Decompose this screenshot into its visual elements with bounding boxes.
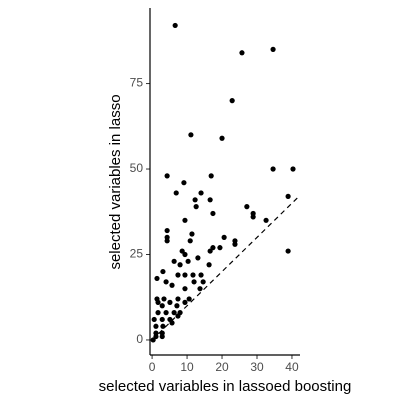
point xyxy=(206,262,212,268)
point xyxy=(155,310,161,316)
point xyxy=(207,197,213,203)
point xyxy=(188,132,194,138)
point xyxy=(182,286,188,292)
point xyxy=(151,316,157,323)
point xyxy=(164,238,170,244)
point xyxy=(163,279,169,285)
point xyxy=(182,299,188,305)
point xyxy=(181,180,187,186)
point xyxy=(270,166,276,172)
point xyxy=(160,323,166,329)
point xyxy=(175,313,181,319)
x-tick-label: 40 xyxy=(285,360,299,374)
point xyxy=(219,135,225,141)
point xyxy=(285,193,291,199)
point xyxy=(169,320,175,326)
x-tick-label: 0 xyxy=(149,360,156,374)
y-tick-label: 0 xyxy=(136,332,143,346)
point xyxy=(161,296,167,302)
point xyxy=(190,272,196,278)
y-tick-label: 50 xyxy=(130,161,144,175)
point xyxy=(159,333,165,340)
point xyxy=(198,190,204,196)
point xyxy=(175,296,181,302)
point xyxy=(173,190,179,196)
point xyxy=(200,279,206,285)
y-axis-title: selected variables in lasso xyxy=(107,94,124,269)
x-tick-label: 20 xyxy=(215,360,229,374)
point xyxy=(177,262,183,268)
point xyxy=(185,258,191,264)
point xyxy=(182,217,188,223)
point xyxy=(182,272,188,278)
point xyxy=(221,234,227,240)
point xyxy=(159,303,165,309)
x-tick-label: 30 xyxy=(250,360,264,374)
point xyxy=(171,258,177,264)
point xyxy=(263,217,269,223)
point xyxy=(229,98,235,104)
point xyxy=(191,279,197,285)
point xyxy=(187,238,193,244)
point xyxy=(169,282,175,288)
point xyxy=(270,46,276,52)
point xyxy=(182,251,188,258)
point xyxy=(192,197,198,203)
point xyxy=(189,231,195,237)
point xyxy=(171,310,177,316)
point xyxy=(290,166,296,172)
reference-line xyxy=(151,194,301,341)
point xyxy=(197,286,203,292)
point xyxy=(208,173,214,179)
point xyxy=(186,296,192,302)
point xyxy=(160,268,166,275)
point xyxy=(250,214,256,220)
point xyxy=(195,255,201,261)
point xyxy=(198,272,204,278)
point xyxy=(159,316,165,323)
point xyxy=(155,299,161,305)
point xyxy=(244,204,250,210)
point xyxy=(163,310,169,316)
y-tick-label: 25 xyxy=(130,247,144,261)
point xyxy=(174,303,180,309)
point xyxy=(207,248,213,254)
point xyxy=(150,337,156,343)
point xyxy=(210,210,216,217)
point xyxy=(175,272,181,278)
point xyxy=(217,245,223,251)
point xyxy=(164,227,170,234)
point xyxy=(154,275,160,282)
y-tick-label: 75 xyxy=(130,76,144,90)
point xyxy=(153,323,159,329)
x-axis-title: selected variables in lassoed boosting xyxy=(99,378,352,395)
point xyxy=(232,241,238,247)
x-tick-label: 10 xyxy=(180,360,194,374)
point xyxy=(172,22,178,29)
point xyxy=(285,248,291,254)
point xyxy=(193,204,199,210)
point xyxy=(167,299,173,305)
point xyxy=(239,50,245,56)
point xyxy=(164,173,170,179)
